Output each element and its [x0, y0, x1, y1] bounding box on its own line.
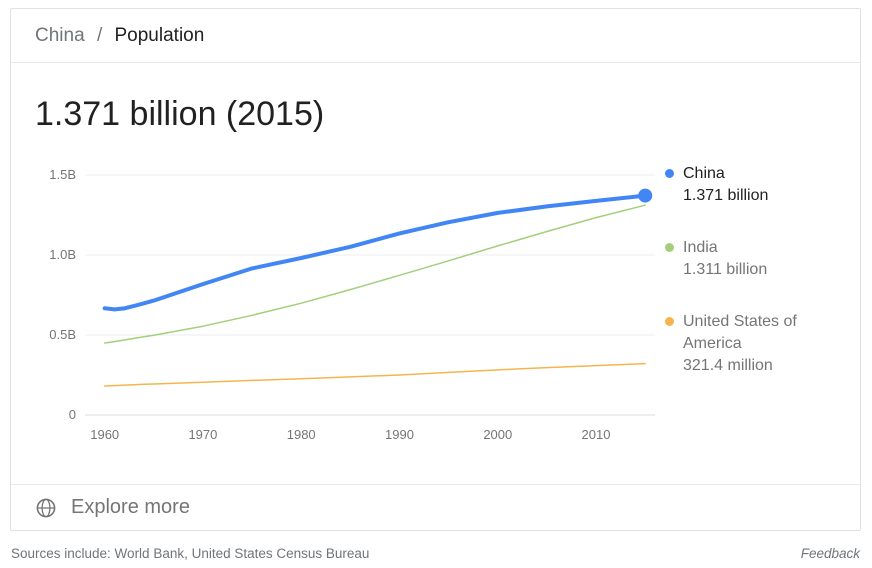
legend-value: 1.311 billion	[683, 261, 768, 278]
breadcrumb: China / Population	[11, 9, 860, 63]
chart-legend: China 1.371 billion India 1.311 billion …	[663, 157, 835, 407]
legend-name: India	[683, 239, 718, 256]
sources-text: Sources include: World Bank, United Stat…	[11, 546, 370, 561]
page-footer: Sources include: World Bank, United Stat…	[11, 546, 860, 561]
y-axis-tick-label: 0.5B	[49, 327, 76, 342]
x-axis-tick-label: 1970	[188, 427, 217, 442]
legend-name: United States of America	[683, 313, 797, 352]
chart-container[interactable]: 0 0.5B 1.0B 1.5B 1960 1970 1980 1990 2000 2010	[35, 157, 663, 454]
series-line-usa	[103, 362, 646, 387]
legend-value: 321.4 million	[683, 357, 773, 374]
legend-dot	[665, 243, 674, 252]
breadcrumb-section: China	[35, 25, 85, 46]
y-axis-tick-label: 1.0B	[49, 247, 76, 262]
legend-entry-china: China 1.371 billion	[665, 163, 835, 207]
population-line-chart[interactable]: 0 0.5B 1.0B 1.5B 1960 1970 1980 1990 2000 2010	[35, 157, 663, 449]
x-axis-tick-label: 2010	[582, 427, 611, 442]
globe-icon	[35, 497, 57, 519]
x-axis-tick-label: 1990	[385, 427, 414, 442]
feedback-link[interactable]: Feedback	[800, 546, 860, 561]
page-title: 1.371 billion (2015)	[35, 95, 325, 133]
breadcrumb-page: Population	[114, 25, 205, 46]
chart-row: 0 0.5B 1.0B 1.5B 1960 1970 1980 1990 2000 2010 Ch…	[35, 157, 836, 454]
series-line-china	[102, 193, 648, 312]
x-axis-tick-label: 1960	[90, 427, 119, 442]
legend-entry-india: India 1.311 billion	[665, 237, 835, 281]
card-body: 1.371 billion (2015) 0 0.5B 1.0B 1.5B 1960 19…	[11, 63, 860, 484]
breadcrumb-separator: /	[96, 25, 103, 46]
y-axis-tick-label: 1.5B	[49, 167, 76, 182]
legend-entry-usa: United States of America 321.4 million	[665, 311, 835, 377]
legend-dot	[665, 169, 674, 178]
series-line-india	[103, 204, 646, 344]
series-end-dot-china	[638, 188, 653, 203]
legend-name: China	[683, 165, 725, 182]
legend-value: 1.371 billion	[683, 187, 769, 204]
explore-more-label: Explore more	[71, 496, 190, 518]
legend-dot	[665, 317, 674, 326]
x-axis-tick-label: 1980	[287, 427, 316, 442]
x-axis-tick-label: 2000	[483, 427, 512, 442]
explore-more-button[interactable]: Explore more	[11, 484, 860, 530]
knowledge-panel-card: China / Population 1.371 billion (2015) …	[10, 8, 861, 531]
y-axis-tick-label: 0	[69, 407, 76, 422]
